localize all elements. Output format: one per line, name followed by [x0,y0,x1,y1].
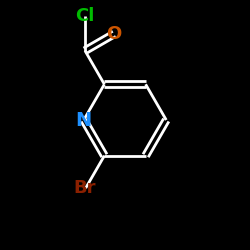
Text: O: O [106,25,122,43]
Text: N: N [76,110,92,130]
Text: Cl: Cl [75,7,95,25]
Text: Br: Br [73,179,96,197]
